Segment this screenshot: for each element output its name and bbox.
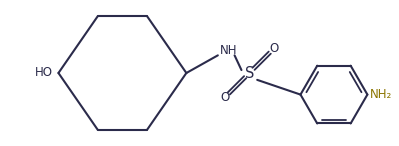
Text: S: S (245, 66, 254, 80)
Text: O: O (220, 91, 229, 104)
Text: NH: NH (220, 44, 237, 57)
Text: O: O (269, 42, 279, 55)
Text: HO: HO (35, 66, 53, 80)
Text: NH₂: NH₂ (370, 88, 393, 101)
